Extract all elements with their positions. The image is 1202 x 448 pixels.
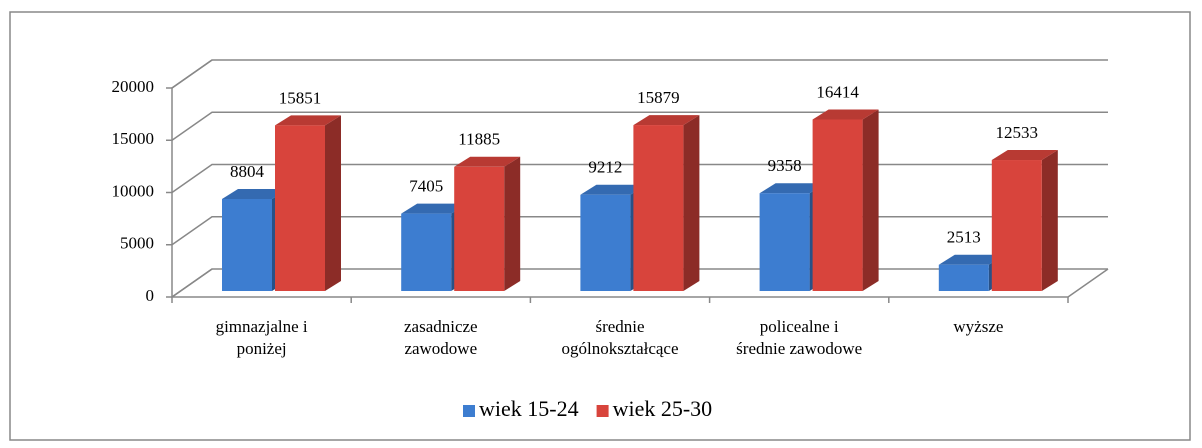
bar-top	[991, 150, 1058, 161]
bar	[991, 160, 1042, 291]
legend-swatch	[463, 405, 475, 417]
bar	[759, 193, 810, 291]
bar	[812, 119, 863, 292]
bar	[275, 125, 325, 291]
bar	[938, 264, 989, 291]
bar-top	[275, 115, 341, 126]
grid-line	[171, 163, 1108, 194]
data-label: 9212	[588, 158, 622, 177]
data-label: 16414	[816, 82, 859, 101]
data-label: 15879	[637, 88, 680, 107]
x-tick-label: średnie	[595, 317, 644, 336]
y-tick-label: 15000	[112, 129, 155, 148]
bar-side	[504, 156, 521, 291]
bar-top	[454, 156, 521, 167]
grid-line	[171, 111, 1108, 141]
y-tick-label: 10000	[112, 181, 155, 200]
bar-top	[401, 203, 468, 214]
data-label: 9358	[768, 156, 802, 175]
bar	[633, 125, 684, 291]
x-tick-label: zawodowe	[404, 339, 477, 358]
legend-swatch	[596, 405, 609, 417]
data-label: 8804	[230, 162, 265, 181]
bar-top	[759, 183, 826, 194]
data-label: 12533	[996, 123, 1039, 142]
x-tick-label: średnie zawodowe	[736, 339, 862, 358]
x-tick-label: policealne i	[760, 317, 839, 336]
legend-label: wiek 15-24	[479, 396, 579, 421]
bar	[401, 213, 452, 291]
bar-side	[1041, 150, 1058, 291]
bar-side	[325, 115, 341, 291]
y-tick-label: 0	[146, 286, 155, 305]
x-tick-label: wyższe	[953, 317, 1003, 336]
bar	[454, 166, 505, 291]
bar-top	[938, 254, 1005, 265]
bar-side	[862, 109, 879, 292]
x-tick-label: ogólnokształcące	[561, 339, 678, 358]
bar-top	[580, 184, 647, 195]
bar-top	[812, 109, 879, 120]
grid-line	[171, 59, 1108, 89]
legend-label: wiek 25-30	[613, 396, 713, 421]
y-tick-label: 20000	[112, 77, 155, 96]
x-tick-label: zasadnicze	[404, 317, 478, 336]
bar	[222, 198, 272, 291]
bar-top	[222, 188, 288, 199]
data-label: 15851	[279, 88, 322, 107]
x-tick-label: poniżej	[237, 339, 287, 358]
data-label: 11885	[458, 130, 500, 149]
bar	[580, 194, 631, 291]
data-label: 2513	[947, 228, 981, 247]
data-label: 7405	[409, 177, 443, 196]
x-tick-label: gimnazjalne i	[216, 317, 308, 336]
bar-side	[683, 115, 700, 291]
bar-top	[633, 115, 700, 126]
y-tick-label: 5000	[120, 234, 154, 253]
